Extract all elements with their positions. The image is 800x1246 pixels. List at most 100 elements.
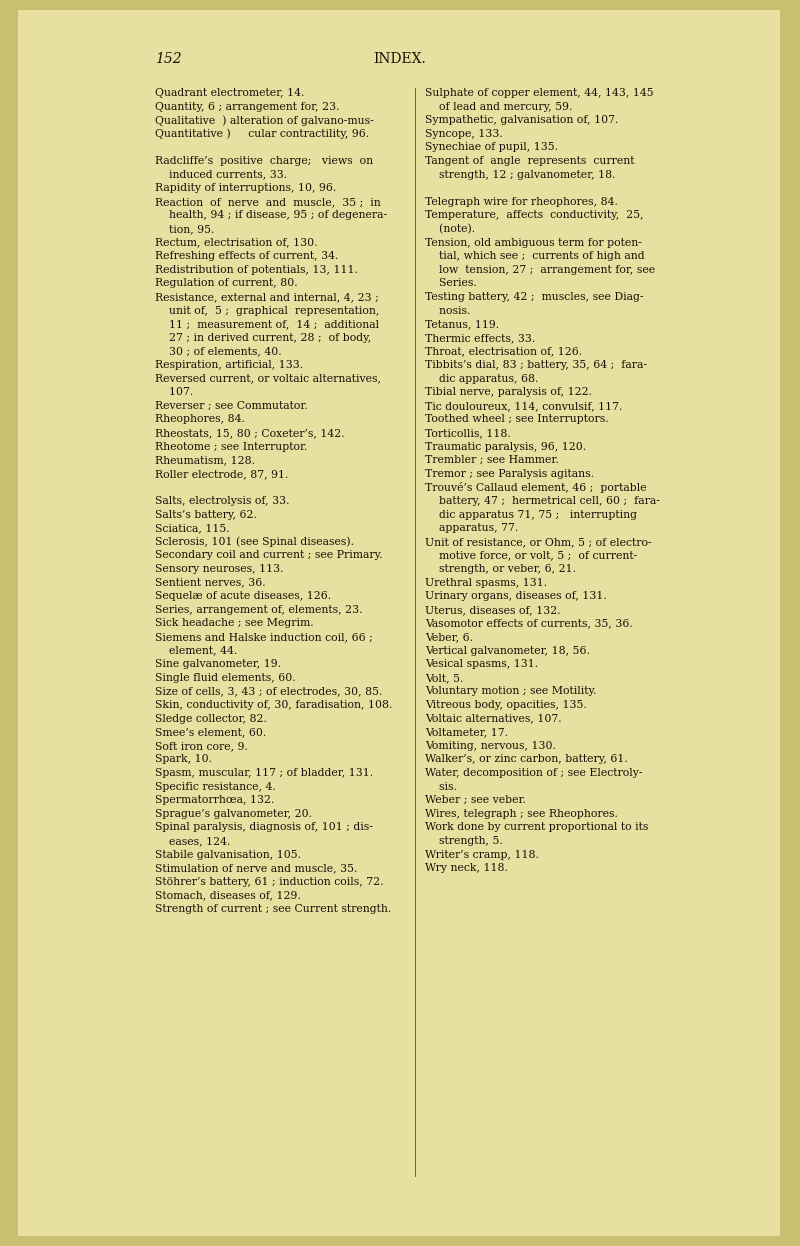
Text: Temperature,  affects  conductivity,  25,: Temperature, affects conductivity, 25, (425, 211, 644, 221)
Text: Writer’s cramp, 118.: Writer’s cramp, 118. (425, 850, 539, 860)
Text: Walker’s, or zinc carbon, battery, 61.: Walker’s, or zinc carbon, battery, 61. (425, 754, 628, 764)
Text: Stomach, diseases of, 129.: Stomach, diseases of, 129. (155, 891, 301, 901)
Text: nosis.: nosis. (425, 305, 470, 315)
Text: Salts’s battery, 62.: Salts’s battery, 62. (155, 510, 257, 520)
Text: Voltameter, 17.: Voltameter, 17. (425, 728, 508, 738)
Text: Rheumatism, 128.: Rheumatism, 128. (155, 455, 255, 465)
Text: Uterus, diseases of, 132.: Uterus, diseases of, 132. (425, 604, 561, 614)
Text: element, 44.: element, 44. (155, 645, 238, 655)
Text: Qualitative  ) alteration of galvano-mus-: Qualitative ) alteration of galvano-mus- (155, 115, 374, 126)
Text: Salts, electrolysis of, 33.: Salts, electrolysis of, 33. (155, 496, 290, 506)
Text: Size of cells, 3, 43 ; of electrodes, 30, 85.: Size of cells, 3, 43 ; of electrodes, 30… (155, 687, 382, 697)
Text: Sentient nerves, 36.: Sentient nerves, 36. (155, 578, 266, 588)
Text: Syncope, 133.: Syncope, 133. (425, 128, 502, 138)
Text: Redistribution of potentials, 13, 111.: Redistribution of potentials, 13, 111. (155, 265, 358, 275)
Text: Vitreous body, opacities, 135.: Vitreous body, opacities, 135. (425, 700, 586, 710)
Text: Testing battery, 42 ;  muscles, see Diag-: Testing battery, 42 ; muscles, see Diag- (425, 292, 643, 302)
Text: Tetanus, 119.: Tetanus, 119. (425, 319, 499, 329)
Text: strength, 5.: strength, 5. (425, 836, 502, 846)
Text: Trembler ; see Hammer.: Trembler ; see Hammer. (425, 455, 558, 465)
Text: Strength of current ; see Current strength.: Strength of current ; see Current streng… (155, 905, 391, 915)
Text: Rheostats, 15, 80 ; Coxeter’s, 142.: Rheostats, 15, 80 ; Coxeter’s, 142. (155, 427, 345, 439)
Text: Quantity, 6 ; arrangement for, 23.: Quantity, 6 ; arrangement for, 23. (155, 102, 339, 112)
Text: Sclerosis, 101 (see Spinal diseases).: Sclerosis, 101 (see Spinal diseases). (155, 537, 354, 547)
Text: unit of,  5 ;  graphical  representation,: unit of, 5 ; graphical representation, (155, 305, 379, 315)
Text: Sprague’s galvanometer, 20.: Sprague’s galvanometer, 20. (155, 809, 312, 819)
Text: Rheotome ; see Interruptor.: Rheotome ; see Interruptor. (155, 441, 307, 451)
Text: Radcliffe’s  positive  charge;   views  on: Radcliffe’s positive charge; views on (155, 156, 373, 166)
Text: Tibial nerve, paralysis of, 122.: Tibial nerve, paralysis of, 122. (425, 388, 592, 397)
Text: Refreshing effects of current, 34.: Refreshing effects of current, 34. (155, 252, 338, 262)
Text: Soft iron core, 9.: Soft iron core, 9. (155, 741, 248, 751)
Text: Torticollis, 118.: Torticollis, 118. (425, 427, 510, 439)
Text: Telegraph wire for rheophores, 84.: Telegraph wire for rheophores, 84. (425, 197, 618, 207)
Text: Roller electrode, 87, 91.: Roller electrode, 87, 91. (155, 468, 288, 478)
Text: Sensory neuroses, 113.: Sensory neuroses, 113. (155, 564, 283, 574)
Text: battery, 47 ;  hermetrical cell, 60 ;  fara-: battery, 47 ; hermetrical cell, 60 ; far… (425, 496, 660, 506)
Text: tion, 95.: tion, 95. (155, 224, 214, 234)
Text: Spermatorrhœa, 132.: Spermatorrhœa, 132. (155, 795, 274, 805)
Text: 107.: 107. (155, 388, 194, 397)
Text: Sine galvanometer, 19.: Sine galvanometer, 19. (155, 659, 281, 669)
Text: Stimulation of nerve and muscle, 35.: Stimulation of nerve and muscle, 35. (155, 863, 358, 873)
Text: Trouvé’s Callaud element, 46 ;  portable: Trouvé’s Callaud element, 46 ; portable (425, 482, 646, 493)
Text: Sick headache ; see Megrim.: Sick headache ; see Megrim. (155, 618, 314, 628)
Text: Sulphate of copper element, 44, 143, 145: Sulphate of copper element, 44, 143, 145 (425, 88, 654, 98)
Text: Weber ; see veber.: Weber ; see veber. (425, 795, 526, 805)
Text: Volt, 5.: Volt, 5. (425, 673, 463, 683)
Text: Tension, old ambiguous term for poten-: Tension, old ambiguous term for poten- (425, 238, 642, 248)
Text: Rheophores, 84.: Rheophores, 84. (155, 415, 245, 425)
Text: induced currents, 33.: induced currents, 33. (155, 169, 287, 179)
Text: dic apparatus 71, 75 ;   interrupting: dic apparatus 71, 75 ; interrupting (425, 510, 637, 520)
Text: Series, arrangement of, elements, 23.: Series, arrangement of, elements, 23. (155, 604, 362, 614)
Text: Traumatic paralysis, 96, 120.: Traumatic paralysis, 96, 120. (425, 441, 586, 451)
Text: dic apparatus, 68.: dic apparatus, 68. (425, 374, 538, 384)
Text: Spinal paralysis, diagnosis of, 101 ; dis-: Spinal paralysis, diagnosis of, 101 ; di… (155, 822, 373, 832)
Text: 27 ; in derived current, 28 ;  of body,: 27 ; in derived current, 28 ; of body, (155, 333, 371, 343)
Text: Unit of resistance, or Ohm, 5 ; of electro-: Unit of resistance, or Ohm, 5 ; of elect… (425, 537, 652, 547)
Text: health, 94 ; if disease, 95 ; of degenera-: health, 94 ; if disease, 95 ; of degener… (155, 211, 387, 221)
FancyBboxPatch shape (18, 10, 780, 1236)
Text: INDEX.: INDEX. (374, 52, 426, 66)
Text: Vomiting, nervous, 130.: Vomiting, nervous, 130. (425, 741, 556, 751)
Text: Reaction  of  nerve  and  muscle,  35 ;  in: Reaction of nerve and muscle, 35 ; in (155, 197, 381, 207)
Text: Respiration, artificial, 133.: Respiration, artificial, 133. (155, 360, 303, 370)
Text: low  tension, 27 ;  arrangement for, see: low tension, 27 ; arrangement for, see (425, 265, 655, 275)
Text: Resistance, external and internal, 4, 23 ;: Resistance, external and internal, 4, 23… (155, 292, 378, 302)
Text: apparatus, 77.: apparatus, 77. (425, 523, 518, 533)
Text: Vasomotor effects of currents, 35, 36.: Vasomotor effects of currents, 35, 36. (425, 618, 633, 628)
Text: Rectum, electrisation of, 130.: Rectum, electrisation of, 130. (155, 238, 318, 248)
Text: Sciatica, 115.: Sciatica, 115. (155, 523, 230, 533)
Text: Reversed current, or voltaic alternatives,: Reversed current, or voltaic alternative… (155, 374, 381, 384)
Text: Regulation of current, 80.: Regulation of current, 80. (155, 278, 298, 288)
Text: (note).: (note). (425, 224, 475, 234)
Text: Sequelæ of acute diseases, 126.: Sequelæ of acute diseases, 126. (155, 591, 331, 602)
Text: Specific resistance, 4.: Specific resistance, 4. (155, 781, 276, 791)
Text: 30 ; of elements, 40.: 30 ; of elements, 40. (155, 346, 282, 356)
Text: Wires, telegraph ; see Rheophores.: Wires, telegraph ; see Rheophores. (425, 809, 618, 819)
Text: Urethral spasms, 131.: Urethral spasms, 131. (425, 578, 547, 588)
Text: Spasm, muscular, 117 ; of bladder, 131.: Spasm, muscular, 117 ; of bladder, 131. (155, 768, 373, 778)
Text: Spark, 10.: Spark, 10. (155, 754, 212, 764)
Text: eases, 124.: eases, 124. (155, 836, 230, 846)
Text: Voluntary motion ; see Motility.: Voluntary motion ; see Motility. (425, 687, 597, 697)
Text: Tic douloureux, 114, convulsif, 117.: Tic douloureux, 114, convulsif, 117. (425, 401, 622, 411)
Text: strength, 12 ; galvanometer, 18.: strength, 12 ; galvanometer, 18. (425, 169, 615, 179)
Text: Throat, electrisation of, 126.: Throat, electrisation of, 126. (425, 346, 582, 356)
Text: Rapidity of interruptions, 10, 96.: Rapidity of interruptions, 10, 96. (155, 183, 336, 193)
Text: Quantitative )     cular contractility, 96.: Quantitative ) cular contractility, 96. (155, 128, 369, 140)
Text: of lead and mercury, 59.: of lead and mercury, 59. (425, 102, 572, 112)
Text: Thermic effects, 33.: Thermic effects, 33. (425, 333, 535, 343)
Text: Water, decomposition of ; see Electroly-: Water, decomposition of ; see Electroly- (425, 768, 642, 778)
Text: Series.: Series. (425, 278, 477, 288)
Text: Tibbits’s dial, 83 ; battery, 35, 64 ;  fara-: Tibbits’s dial, 83 ; battery, 35, 64 ; f… (425, 360, 647, 370)
Text: Urinary organs, diseases of, 131.: Urinary organs, diseases of, 131. (425, 591, 606, 602)
Text: Sympathetic, galvanisation of, 107.: Sympathetic, galvanisation of, 107. (425, 115, 618, 125)
Text: Smee’s element, 60.: Smee’s element, 60. (155, 728, 266, 738)
Text: motive force, or volt, 5 ;  of current-: motive force, or volt, 5 ; of current- (425, 551, 638, 561)
Text: Single fluid elements, 60.: Single fluid elements, 60. (155, 673, 296, 683)
Text: Stöhrer’s battery, 61 ; induction coils, 72.: Stöhrer’s battery, 61 ; induction coils,… (155, 877, 383, 887)
Text: Tremor ; see Paralysis agitans.: Tremor ; see Paralysis agitans. (425, 468, 594, 478)
Text: Work done by current proportional to its: Work done by current proportional to its (425, 822, 648, 832)
Text: Stabile galvanisation, 105.: Stabile galvanisation, 105. (155, 850, 301, 860)
